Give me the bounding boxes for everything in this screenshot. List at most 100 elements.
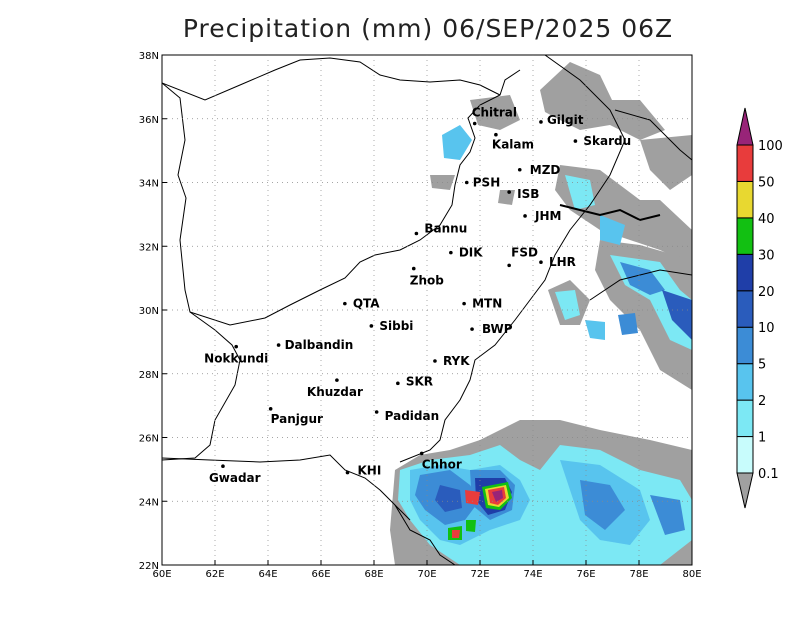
city-isb: ISB xyxy=(507,187,539,201)
x-tick-label: 62E xyxy=(205,569,224,580)
colorbar-upper-arrow xyxy=(736,107,754,146)
city-dot xyxy=(374,410,379,414)
colorbar-legend: 0.1 1 2 5 10 20 30 40 50 100 xyxy=(736,107,783,509)
city-label: Chitral xyxy=(472,106,517,120)
x-tick-label: 78E xyxy=(629,569,648,580)
y-tick-label: 22N xyxy=(139,561,159,572)
city-label: Gilgit xyxy=(547,113,584,127)
y-tick-label: 32N xyxy=(139,242,159,253)
city-panjgur: Panjgur xyxy=(268,407,323,426)
city-dot xyxy=(335,378,339,382)
city-fsd: FSD xyxy=(507,245,538,268)
city-label: JHM xyxy=(534,209,561,223)
city-nokkundi: Nokkundi xyxy=(204,344,268,366)
colorbar-label: 50 xyxy=(758,175,775,190)
city-label: Skardu xyxy=(583,134,631,148)
colorbar-box xyxy=(736,363,754,401)
city-chhor: Chhor xyxy=(419,451,462,471)
city-label: SKR xyxy=(406,374,433,388)
city-skardu: Skardu xyxy=(573,134,631,148)
colorbar-label: 0.1 xyxy=(758,467,779,482)
city-label: PSH xyxy=(473,176,500,190)
y-tick-label: 38N xyxy=(139,51,159,62)
city-dot xyxy=(234,344,238,349)
city-dot xyxy=(369,324,374,328)
city-dot xyxy=(573,139,578,143)
x-tick-label: 70E xyxy=(417,569,436,580)
x-tick-label: 64E xyxy=(258,569,277,580)
city-sibbi: Sibbi xyxy=(369,319,413,333)
colorbar-lower-arrow xyxy=(736,472,754,509)
city-gwadar: Gwadar xyxy=(209,464,261,485)
colorbar-box xyxy=(736,253,754,292)
city-dot xyxy=(523,214,527,218)
city-dot xyxy=(449,250,453,255)
city-dot xyxy=(396,381,400,386)
x-axis: 60E 62E 64E 66E 68E 70E 72E 74E 76E 78E 80E xyxy=(152,560,702,580)
colorbar-box xyxy=(736,217,754,255)
city-label: Bannu xyxy=(424,222,467,236)
city-psh: PSH xyxy=(464,176,500,190)
city-dot xyxy=(345,470,350,475)
city-label: BWP xyxy=(482,322,513,336)
city-dik: DIK xyxy=(449,246,483,260)
city-label: Panjgur xyxy=(271,412,323,426)
city-dot xyxy=(276,343,281,347)
city-label: LHR xyxy=(549,255,576,269)
city-dot xyxy=(343,301,347,306)
city-gilgit: Gilgit xyxy=(539,113,584,127)
city-dot xyxy=(470,327,474,331)
city-dot xyxy=(539,120,543,124)
city-dot xyxy=(494,132,498,137)
y-tick-label: 24N xyxy=(139,497,159,508)
colorbar-label: 30 xyxy=(758,248,775,263)
y-tick-label: 28N xyxy=(139,370,159,381)
colorbar-label: 100 xyxy=(758,139,783,154)
x-tick-label: 60E xyxy=(152,569,171,580)
colorbar-box xyxy=(736,326,754,365)
colorbar-box xyxy=(736,144,754,182)
city-label: Nokkundi xyxy=(204,352,268,366)
city-label: Sibbi xyxy=(379,319,413,333)
city-label: Kalam xyxy=(492,138,534,152)
city-dot xyxy=(411,266,416,271)
city-bwp: BWP xyxy=(470,322,513,336)
city-dalbandin: Dalbandin xyxy=(276,338,353,352)
city-padidan: Padidan xyxy=(374,409,440,423)
city-label: ISB xyxy=(517,187,539,201)
city-label: Padidan xyxy=(385,409,440,423)
city-dot xyxy=(517,167,522,172)
city-label: FSD xyxy=(511,245,538,259)
colorbar-label: 2 xyxy=(758,394,766,409)
colorbar-label: 5 xyxy=(758,358,766,373)
x-tick-label: 74E xyxy=(523,569,542,580)
city-label: KHI xyxy=(358,464,382,478)
city-dot xyxy=(507,263,511,268)
colorbar-label: 40 xyxy=(758,212,775,227)
city-label: Gwadar xyxy=(209,471,261,485)
city-bannu: Bannu xyxy=(414,222,467,236)
city-ryk: RYK xyxy=(433,354,470,368)
city-mtn: MTN xyxy=(462,297,502,311)
precip-field xyxy=(390,62,692,565)
city-label: QTA xyxy=(353,297,380,311)
city-khuzdar: Khuzdar xyxy=(307,378,363,399)
city-label: Zhob xyxy=(410,274,444,288)
city-jhm: JHM xyxy=(523,209,562,223)
city-dot xyxy=(462,301,466,306)
colorbar-label: 10 xyxy=(758,321,775,336)
y-tick-label: 36N xyxy=(139,115,159,126)
city-kalam: Kalam xyxy=(492,132,534,152)
city-dot xyxy=(507,190,511,194)
y-axis: 22N 24N 26N 28N 30N 32N 34N 36N 38N xyxy=(139,51,167,572)
map-title: Precipitation (mm) 06/SEP/2025 06Z xyxy=(182,14,674,43)
y-tick-label: 30N xyxy=(139,306,159,317)
colorbar-label: 1 xyxy=(758,431,766,446)
city-markers: Chitral Gilgit Kalam Skardu MZD PSH ISB JHM Bann… xyxy=(204,106,631,486)
city-label: Chhor xyxy=(422,457,462,471)
colorbar-box xyxy=(736,180,754,219)
city-zhob: Zhob xyxy=(410,266,444,288)
x-tick-label: 72E xyxy=(470,569,489,580)
city-dot xyxy=(472,121,477,126)
city-dot xyxy=(419,451,424,456)
